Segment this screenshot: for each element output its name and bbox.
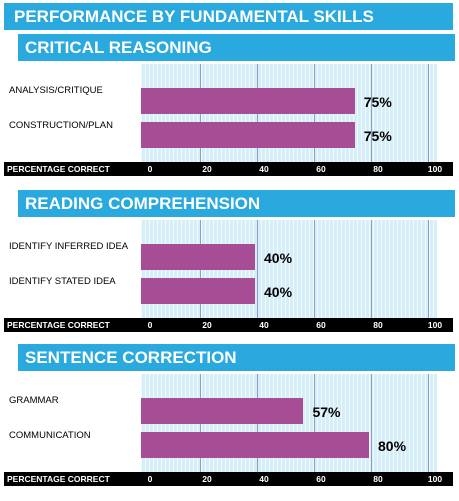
plot-area: [141, 374, 437, 472]
x-tick-label: 0: [147, 320, 153, 330]
bar-value-label: 40%: [264, 284, 293, 300]
chart-title: SENTENCE CORRECTION: [18, 344, 455, 371]
x-tick-label: 40: [259, 320, 269, 330]
category-label: IDENTIFY STATED IDEA: [9, 276, 116, 287]
category-label: GRAMMAR: [9, 395, 59, 406]
category-label: CONSTRUCTION/PLAN: [9, 120, 113, 131]
main-title: PERFORMANCE BY FUNDAMENTAL SKILLS: [4, 3, 453, 30]
x-tick-label: 40: [259, 474, 269, 484]
bar-value-label: 57%: [312, 404, 341, 420]
bar: [141, 398, 304, 424]
gridline: [371, 220, 372, 318]
x-axis-title: PERCENTAGE CORRECT: [7, 320, 110, 330]
category-label: ANALYSIS/CRITIQUE: [9, 85, 103, 96]
category-label: IDENTIFY INFERRED IDEA: [9, 241, 129, 252]
plot-area: [141, 220, 437, 318]
x-tick-label: 80: [373, 320, 383, 330]
x-tick-label: 80: [373, 164, 383, 174]
chart-panel: SENTENCE CORRECTION 57% 80% GRAMMAR COMMUNIC…: [4, 344, 455, 489]
bar: [141, 278, 255, 304]
gridline: [371, 374, 372, 472]
chart-title: CRITICAL REASONING: [18, 34, 455, 61]
bar: [141, 88, 355, 114]
gridline: [314, 220, 315, 318]
bar-value-label: 80%: [378, 438, 407, 454]
x-axis-title: PERCENTAGE CORRECT: [7, 164, 110, 174]
x-tick-label: 80: [373, 474, 383, 484]
category-label: COMMUNICATION: [9, 430, 91, 441]
gridline: [428, 64, 429, 162]
gridline: [257, 220, 258, 318]
x-tick-label: 60: [316, 164, 326, 174]
chart-title: READING COMPREHENSION: [18, 190, 455, 217]
gridline: [371, 64, 372, 162]
x-axis-title: PERCENTAGE CORRECT: [7, 474, 110, 484]
x-tick-label: 20: [202, 474, 212, 484]
gridline: [428, 220, 429, 318]
bar: [141, 432, 369, 458]
x-tick-label: 20: [202, 164, 212, 174]
bar-value-label: 75%: [363, 94, 392, 110]
bar: [141, 244, 255, 270]
bar-value-label: 75%: [363, 128, 392, 144]
gridline: [314, 374, 315, 472]
x-tick-label: 100: [427, 474, 443, 484]
bar: [141, 122, 355, 148]
x-tick-label: 0: [147, 474, 153, 484]
x-tick-label: 60: [316, 474, 326, 484]
chart-panel: CRITICAL REASONING 75% 75% ANALYSIS/CRITIQU…: [4, 34, 455, 179]
x-tick-label: 100: [427, 320, 443, 330]
chart-panel: READING COMPREHENSION 40% 40% IDENTIFY INFE…: [4, 190, 455, 335]
x-tick-label: 100: [427, 164, 443, 174]
gridline: [428, 374, 429, 472]
x-axis: PERCENTAGE CORRECT 0 20 40 60 80 100: [4, 472, 453, 486]
x-tick-label: 20: [202, 320, 212, 330]
x-tick-label: 40: [259, 164, 269, 174]
x-tick-label: 0: [147, 164, 153, 174]
plot-area: [141, 64, 437, 162]
x-axis: PERCENTAGE CORRECT 0 20 40 60 80 100: [4, 318, 453, 332]
bar-value-label: 40%: [264, 250, 293, 266]
x-tick-label: 60: [316, 320, 326, 330]
x-axis: PERCENTAGE CORRECT 0 20 40 60 80 100: [4, 162, 453, 176]
